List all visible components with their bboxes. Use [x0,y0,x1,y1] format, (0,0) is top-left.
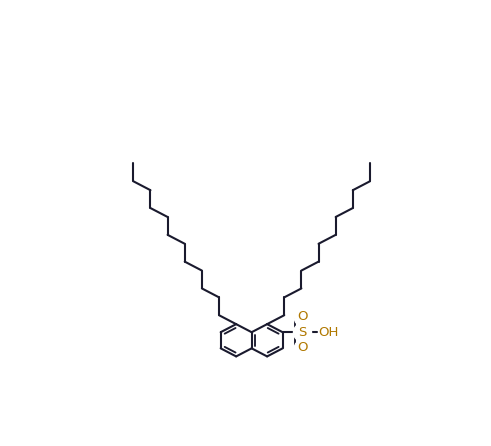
Text: OH: OH [319,326,339,339]
Text: O: O [297,310,307,323]
Text: S: S [298,326,306,339]
Text: O: O [297,341,307,354]
